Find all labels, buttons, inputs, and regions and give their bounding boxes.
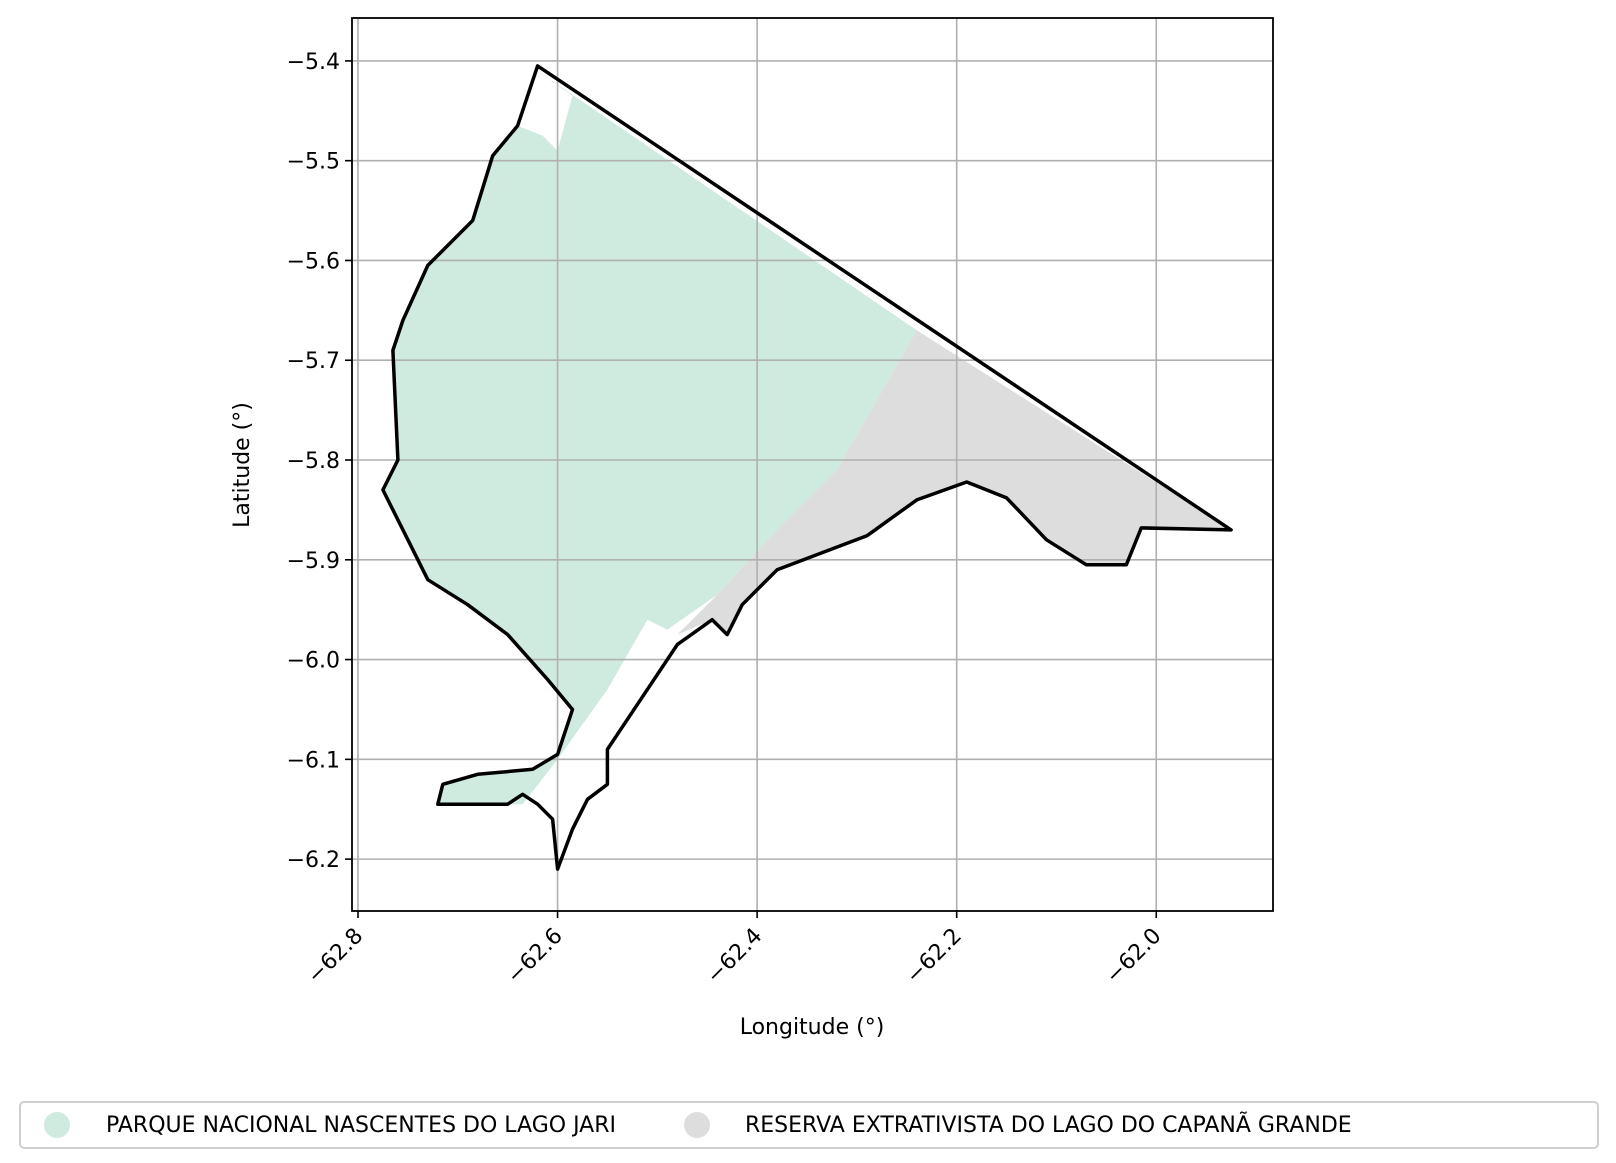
legend-item-reserva: RESERVA EXTRATIVISTA DO LAGO DO CAPANÃ G… [684, 1103, 1352, 1147]
y-tick-label: −5.7 [287, 349, 340, 374]
legend-label-parque: PARQUE NACIONAL NASCENTES DO LAGO JARI [106, 1112, 616, 1138]
y-tick-label: −5.6 [287, 249, 340, 274]
grid-layer [352, 18, 1273, 911]
legend-item-parque: PARQUE NACIONAL NASCENTES DO LAGO JARI [44, 1103, 616, 1147]
x-tick-label: −62.6 [502, 924, 567, 989]
x-tick-label: −62.0 [1101, 924, 1166, 989]
legend-marker-reserva [684, 1112, 710, 1138]
y-tick-label: −5.9 [287, 549, 340, 574]
legend-marker-parque [44, 1112, 70, 1138]
x-tick-label: −62.8 [303, 924, 368, 989]
area-reserva-extrativista [677, 330, 1232, 635]
y-axis-label: Latitude (°) [230, 402, 255, 528]
y-tick-label: −6.1 [287, 748, 340, 773]
y-tick-label: −6.0 [287, 649, 340, 674]
x-tick-label: −62.2 [902, 924, 967, 989]
legend-label-reserva: RESERVA EXTRATIVISTA DO LAGO DO CAPANÃ G… [745, 1112, 1352, 1138]
area-layer [382, 70, 1232, 805]
legend: PARQUE NACIONAL NASCENTES DO LAGO JARI R… [19, 1101, 1599, 1149]
plot-frame [351, 17, 1274, 912]
area-parque-nacional [382, 70, 917, 805]
boundary-layer [381, 64, 1233, 871]
x-tick-label: −62.4 [702, 924, 767, 989]
x-axis-label: Longitude (°) [740, 1015, 885, 1040]
y-tick-label: −5.8 [287, 449, 340, 474]
y-tick-label: −5.5 [287, 150, 340, 175]
y-tick-label: −6.2 [287, 848, 340, 873]
boundary-outline [381, 64, 1233, 871]
y-tick-label: −5.4 [287, 50, 340, 75]
